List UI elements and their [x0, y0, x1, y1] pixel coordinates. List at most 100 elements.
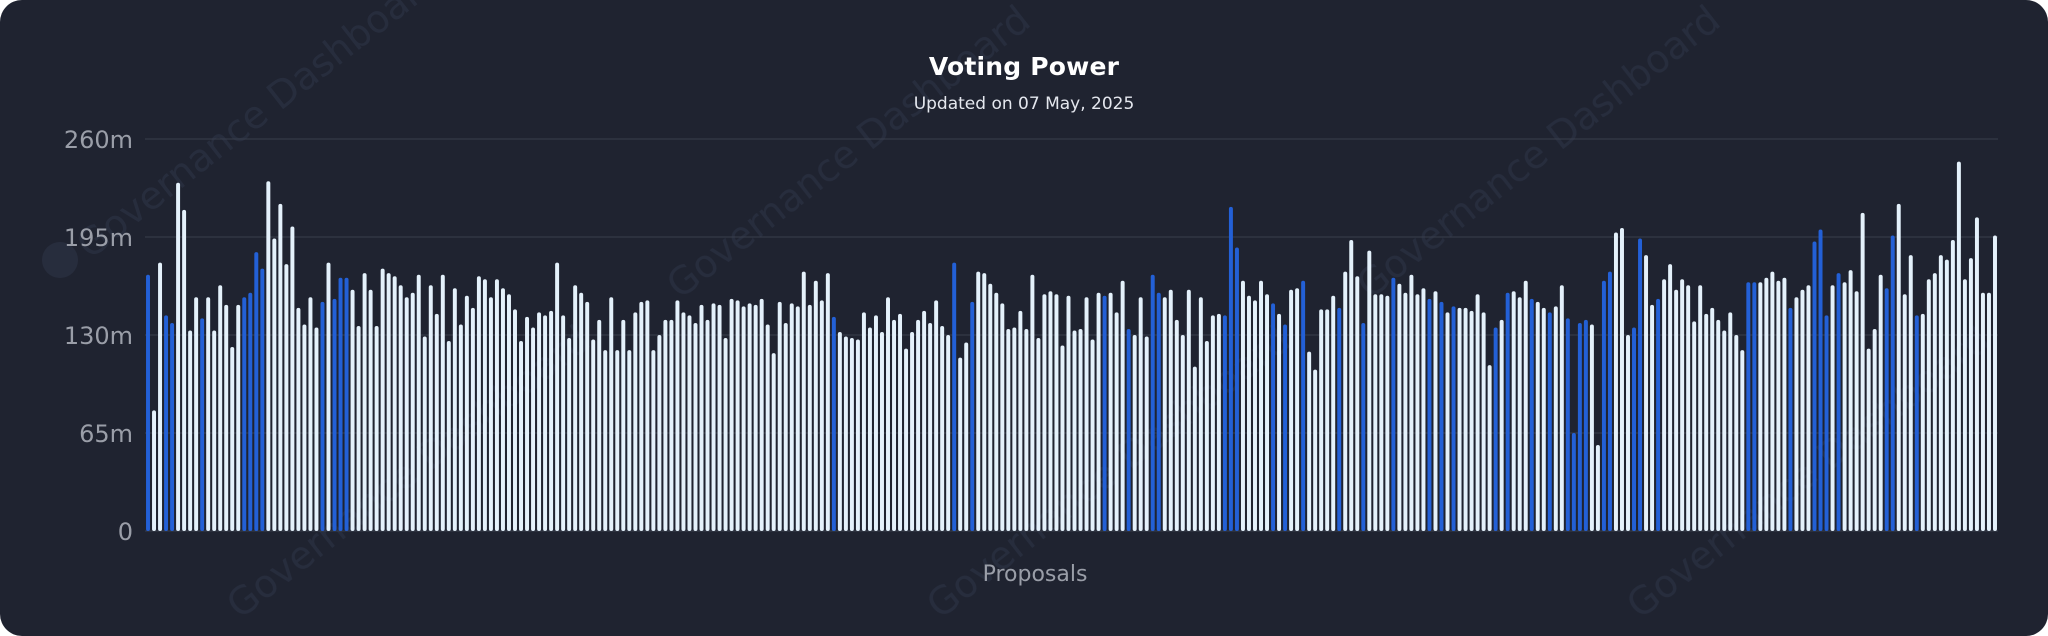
- bar[interactable]: [188, 330, 193, 531]
- bar[interactable]: [1746, 282, 1751, 531]
- bar[interactable]: [1481, 312, 1486, 531]
- bar[interactable]: [1331, 295, 1336, 531]
- bar[interactable]: [507, 294, 511, 531]
- bar[interactable]: [573, 285, 578, 531]
- bar[interactable]: [633, 312, 638, 531]
- bar[interactable]: [1042, 294, 1047, 531]
- bar[interactable]: [825, 273, 830, 531]
- bar[interactable]: [1644, 255, 1649, 531]
- bar[interactable]: [988, 283, 993, 531]
- bar[interactable]: [651, 350, 656, 531]
- bar[interactable]: [801, 271, 806, 531]
- bar[interactable]: [1373, 294, 1378, 531]
- bar[interactable]: [1740, 350, 1745, 531]
- bar[interactable]: [964, 342, 969, 531]
- bar[interactable]: [1878, 274, 1883, 531]
- bar[interactable]: [1668, 264, 1673, 531]
- bar[interactable]: [1620, 227, 1624, 531]
- bar[interactable]: [464, 295, 469, 531]
- bar[interactable]: [260, 268, 265, 531]
- bar[interactable]: [1361, 322, 1366, 531]
- bar[interactable]: [880, 331, 884, 531]
- bar[interactable]: [1066, 295, 1071, 531]
- bar[interactable]: [362, 273, 367, 531]
- bar[interactable]: [1313, 369, 1318, 531]
- bar[interactable]: [404, 297, 409, 531]
- bar[interactable]: [1638, 238, 1643, 531]
- bar[interactable]: [1469, 310, 1474, 531]
- bar[interactable]: [1674, 289, 1679, 531]
- bar[interactable]: [1000, 303, 1005, 531]
- bar[interactable]: [254, 252, 259, 531]
- bar[interactable]: [1234, 247, 1239, 532]
- bar[interactable]: [1108, 292, 1113, 531]
- bar[interactable]: [1993, 235, 1997, 532]
- bar[interactable]: [1379, 294, 1384, 531]
- bar[interactable]: [1192, 366, 1197, 531]
- bar[interactable]: [934, 300, 939, 531]
- bar[interactable]: [1403, 292, 1408, 531]
- bar[interactable]: [1842, 282, 1847, 531]
- bar[interactable]: [735, 300, 740, 531]
- bar[interactable]: [500, 288, 505, 531]
- bar[interactable]: [855, 339, 860, 531]
- bar[interactable]: [982, 273, 987, 531]
- bar[interactable]: [1656, 298, 1661, 531]
- bar[interactable]: [1295, 288, 1300, 531]
- bar[interactable]: [657, 335, 662, 531]
- bar[interactable]: [338, 277, 343, 531]
- bar[interactable]: [525, 316, 530, 531]
- bar[interactable]: [1168, 289, 1173, 531]
- bar[interactable]: [579, 292, 584, 531]
- bar[interactable]: [1114, 312, 1119, 531]
- bar[interactable]: [777, 301, 782, 531]
- bar[interactable]: [861, 312, 866, 531]
- bar[interactable]: [320, 301, 325, 531]
- bar[interactable]: [609, 297, 614, 531]
- bar[interactable]: [1487, 365, 1492, 531]
- bar[interactable]: [1734, 335, 1739, 531]
- bar[interactable]: [1962, 279, 1967, 531]
- bar[interactable]: [543, 315, 548, 531]
- bar[interactable]: [410, 292, 415, 531]
- bar[interactable]: [242, 297, 247, 531]
- bar[interactable]: [494, 279, 499, 531]
- bar[interactable]: [1228, 206, 1233, 531]
- bar[interactable]: [597, 319, 602, 531]
- bar[interactable]: [1277, 313, 1282, 531]
- bar[interactable]: [1307, 351, 1312, 531]
- bar[interactable]: [729, 298, 734, 531]
- bar[interactable]: [1072, 330, 1077, 531]
- bar[interactable]: [1926, 279, 1931, 531]
- bar[interactable]: [1553, 306, 1558, 531]
- bar[interactable]: [1818, 229, 1823, 531]
- bar[interactable]: [1445, 312, 1450, 531]
- bar[interactable]: [1704, 313, 1709, 531]
- bar[interactable]: [1920, 313, 1925, 531]
- bar[interactable]: [904, 348, 909, 531]
- bar[interactable]: [1770, 271, 1775, 531]
- bar[interactable]: [1265, 294, 1270, 531]
- bar[interactable]: [1493, 327, 1498, 531]
- bar[interactable]: [392, 276, 397, 531]
- bar[interactable]: [1662, 279, 1667, 531]
- bar[interactable]: [922, 310, 927, 531]
- bar[interactable]: [248, 292, 253, 531]
- bar[interactable]: [452, 288, 457, 531]
- bar[interactable]: [446, 341, 451, 531]
- bar[interactable]: [615, 350, 620, 531]
- bar[interactable]: [1932, 273, 1937, 531]
- bar[interactable]: [302, 324, 307, 531]
- bar[interactable]: [1968, 258, 1973, 531]
- bar[interactable]: [1830, 285, 1835, 531]
- bar[interactable]: [928, 322, 933, 531]
- bar[interactable]: [1902, 294, 1907, 531]
- bar[interactable]: [549, 310, 554, 531]
- bar[interactable]: [1722, 330, 1727, 531]
- bar[interactable]: [1246, 295, 1251, 531]
- bar[interactable]: [1692, 321, 1697, 531]
- bar[interactable]: [1986, 292, 1991, 531]
- bar[interactable]: [591, 339, 596, 531]
- bar[interactable]: [470, 307, 475, 531]
- bar[interactable]: [970, 301, 975, 531]
